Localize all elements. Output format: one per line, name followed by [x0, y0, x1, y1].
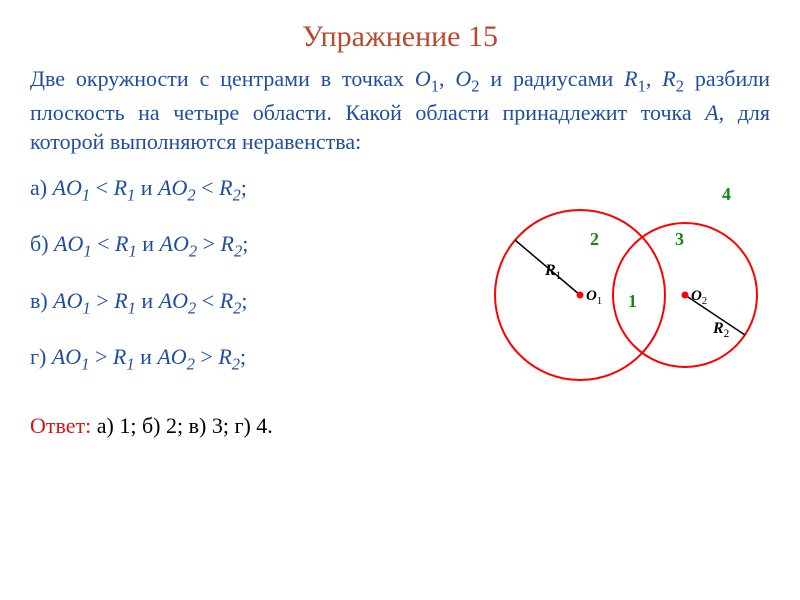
var-r2: R [662, 66, 675, 91]
svg-text:O1: O1 [586, 288, 602, 307]
var-o2: O [455, 66, 471, 91]
svg-text:2: 2 [590, 229, 599, 249]
svg-text:R1: R1 [544, 262, 561, 282]
answer-a: а) 1; [91, 413, 136, 438]
content-row: а) AO1 < R1 и AO2 < R2; б) AO1 < R1 и AO… [30, 175, 770, 405]
option-a: а) AO1 < R1 и AO2 < R2; [30, 175, 470, 205]
answer-c: в) 3; [183, 413, 229, 438]
answer-label: Ответ: [30, 413, 91, 438]
problem-statement: Две окружности с центрами в точках O1, O… [30, 64, 770, 157]
diagram-svg: O1O2R1R21234 [470, 175, 770, 405]
var-o1: O [415, 66, 431, 91]
svg-text:3: 3 [675, 229, 684, 249]
var-r1: R [624, 66, 637, 91]
option-c: в) AO1 > R1 и AO2 < R2; [30, 288, 470, 318]
option-d: г) AO1 > R1 и AO2 > R2; [30, 344, 470, 374]
circles-diagram: O1O2R1R21234 [470, 175, 770, 405]
svg-text:1: 1 [628, 291, 637, 311]
answer-d: г) 4. [229, 413, 273, 438]
options-list: а) AO1 < R1 и AO2 < R2; б) AO1 < R1 и AO… [30, 175, 470, 401]
option-b: б) AO1 < R1 и AO2 > R2; [30, 231, 470, 261]
svg-text:4: 4 [722, 184, 731, 204]
answer-line: Ответ: а) 1; б) 2; в) 3; г) 4. [30, 413, 770, 439]
exercise-title: Упражнение 15 [30, 20, 770, 54]
svg-text:O2: O2 [691, 288, 707, 307]
var-a: A [705, 100, 718, 125]
answer-b: б) 2; [136, 413, 183, 438]
text: Две окружности с центрами в точках [30, 66, 415, 91]
